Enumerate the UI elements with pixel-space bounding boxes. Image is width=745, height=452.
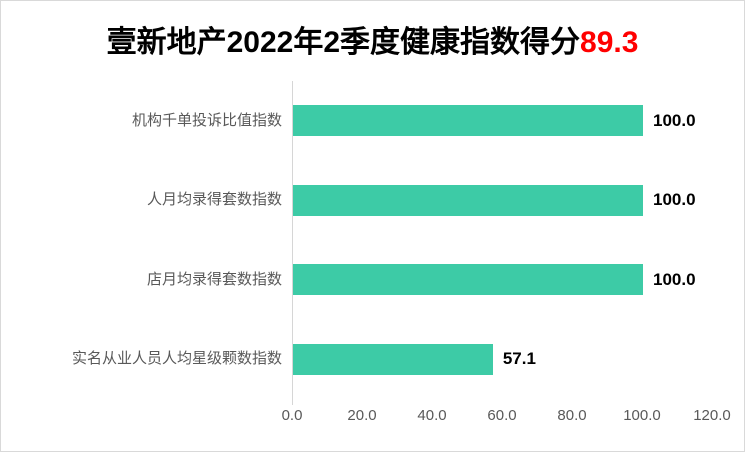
value-label: 100.0 (653, 110, 696, 130)
x-axis-tick-label: 100.0 (623, 407, 661, 424)
bar (293, 184, 643, 216)
chart-title-score: 89.3 (580, 26, 639, 59)
x-axis-tick-label: 0.0 (281, 407, 303, 424)
bar (293, 264, 643, 296)
category-label: 机构千单投诉比值指数 (131, 111, 282, 129)
chart-title-text: 壹新地产2022年2季度健康指数得分 (106, 26, 581, 59)
bar (293, 105, 643, 137)
y-axis-line (292, 81, 293, 405)
x-axis-tick-label: 40.0 (417, 407, 447, 424)
category-label: 人月均录得套数指数 (146, 191, 282, 209)
x-axis-tick-label: 20.0 (347, 407, 377, 424)
value-label: 100.0 (653, 190, 696, 210)
value-label: 57.1 (502, 349, 536, 369)
bar (293, 343, 493, 375)
category-label: 实名从业人员人均星级颗数指数 (71, 350, 282, 368)
chart-title: 壹新地产2022年2季度健康指数得分89.3 (1, 17, 744, 61)
x-axis-tick-label: 120.0 (693, 407, 731, 424)
x-axis-tick-label: 80.0 (557, 407, 587, 424)
x-axis-tick-label: 60.0 (487, 407, 517, 424)
category-label: 店月均录得套数指数 (146, 270, 282, 288)
value-label: 100.0 (653, 269, 696, 289)
